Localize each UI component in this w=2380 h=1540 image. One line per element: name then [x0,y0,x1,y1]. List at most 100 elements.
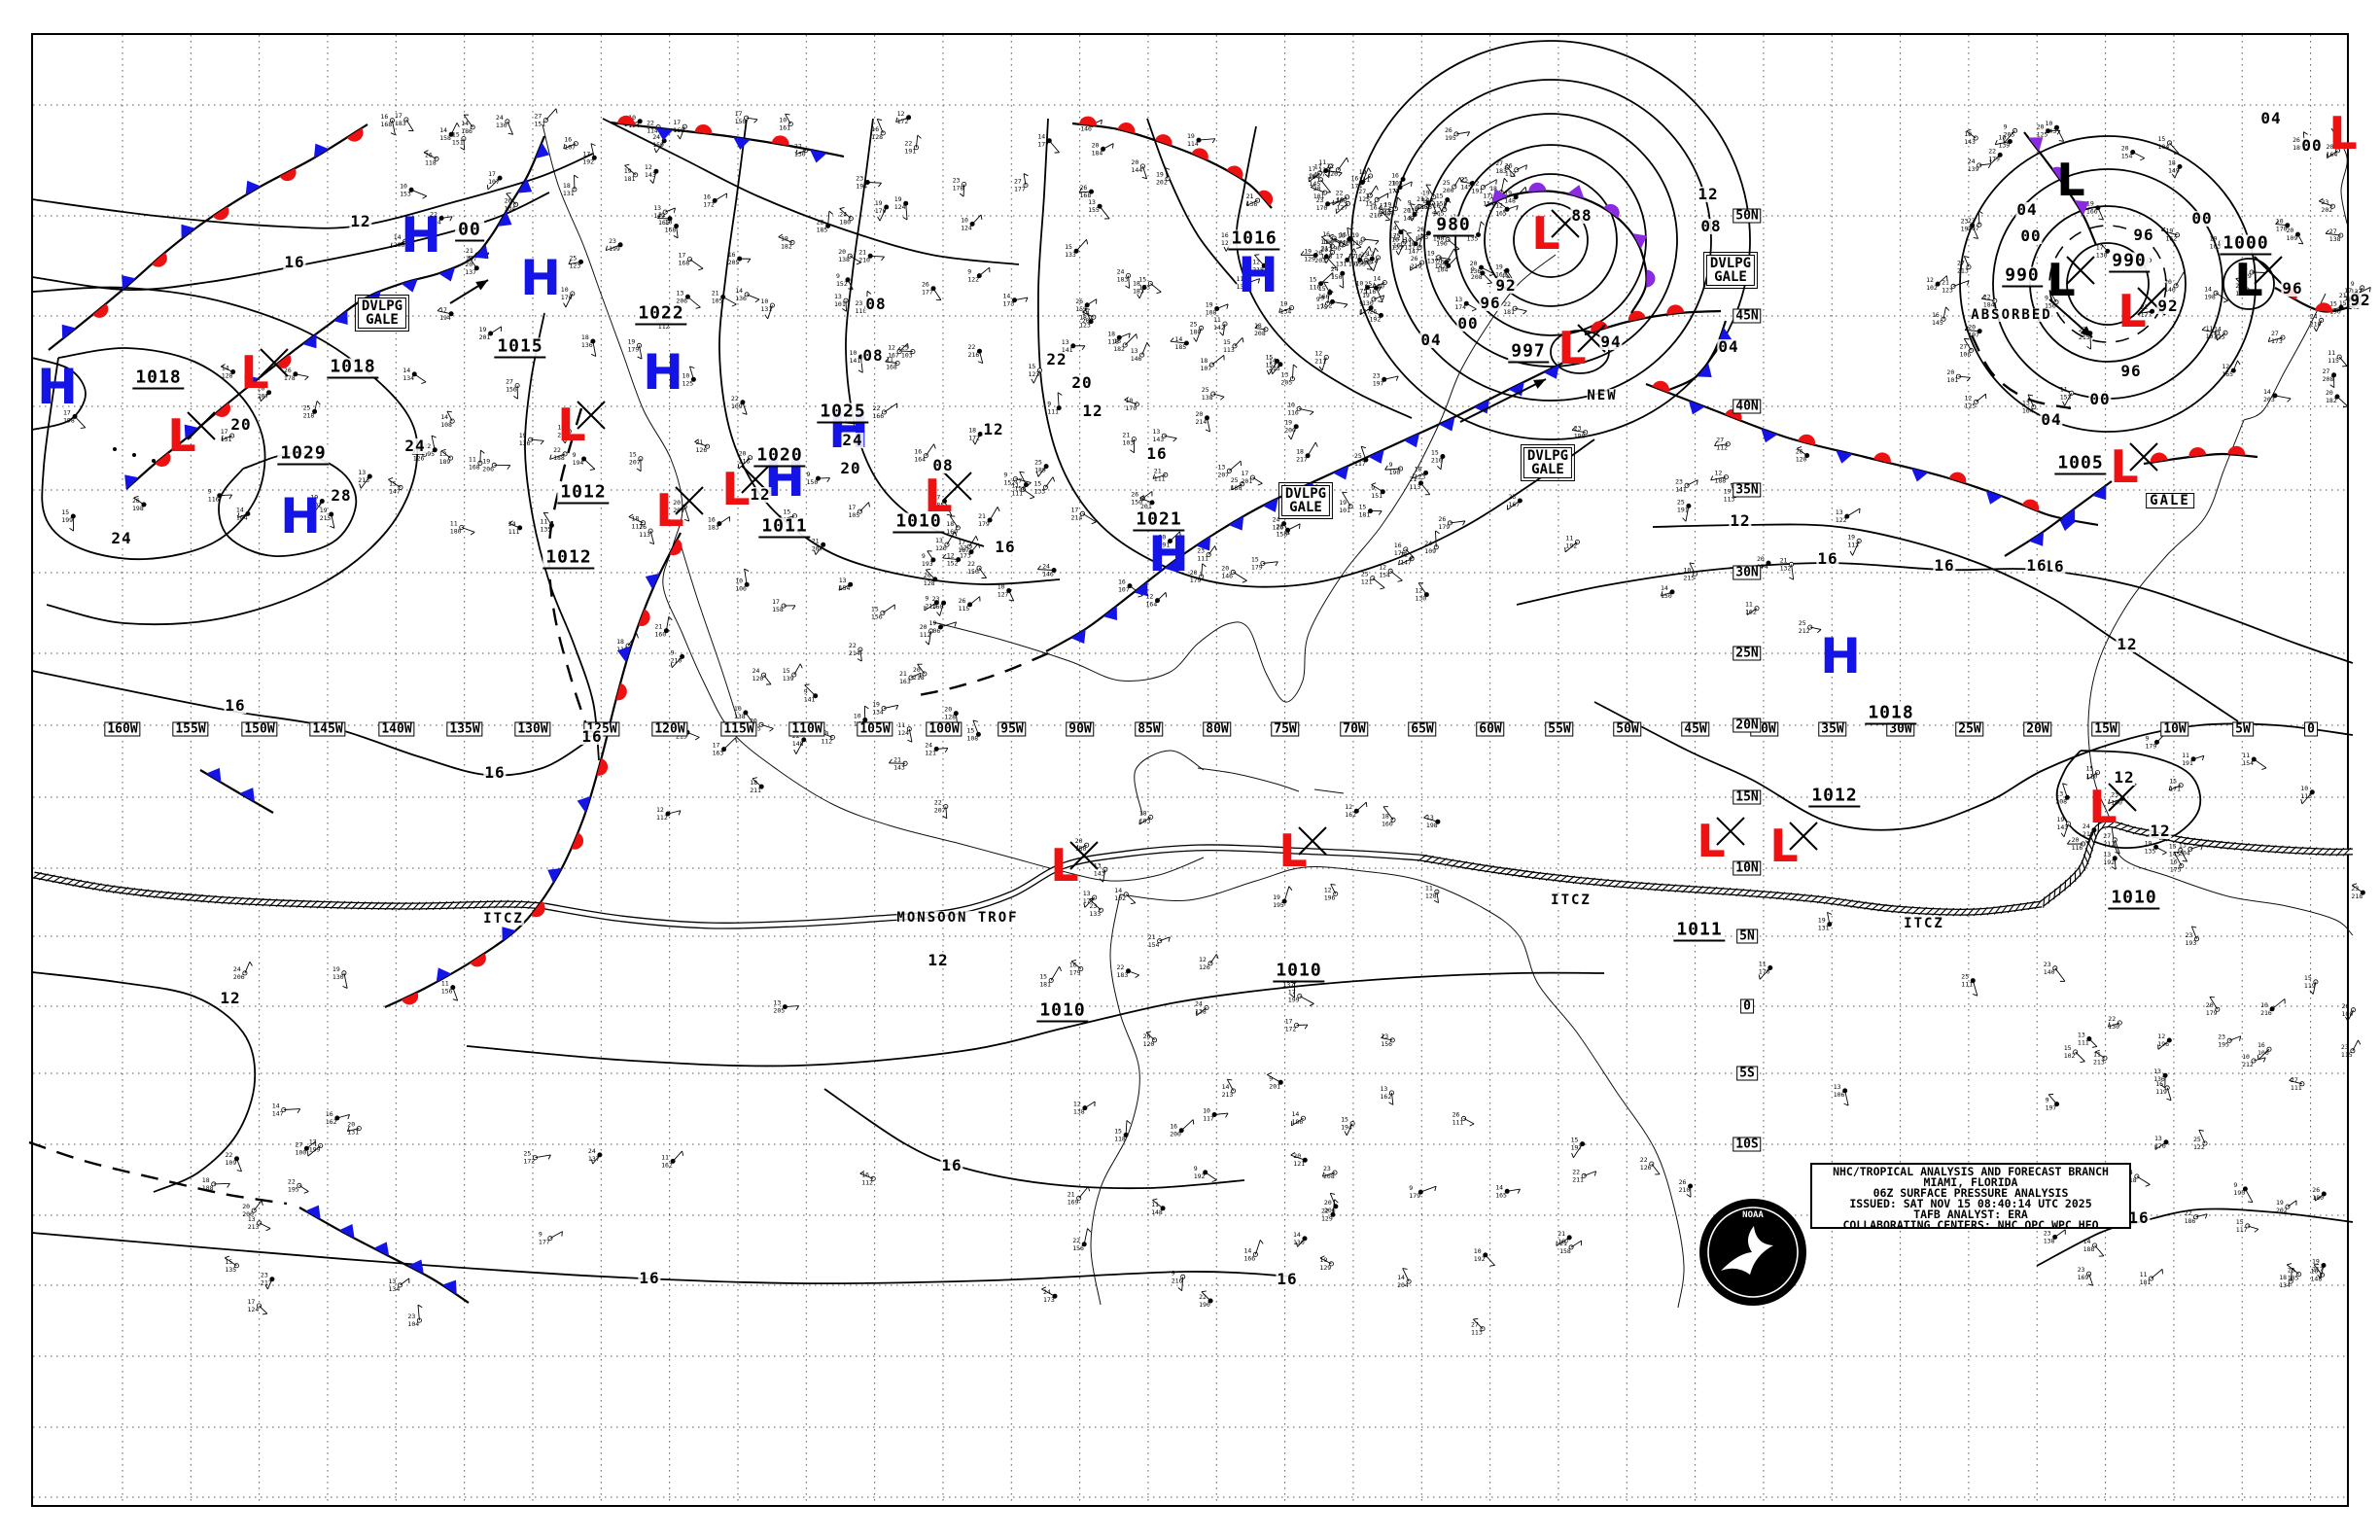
svg-text:14: 14 [222,365,229,372]
svg-text:190: 190 [2233,1189,2245,1197]
svg-text:10: 10 [735,577,743,584]
svg-text:184: 184 [1983,300,1995,308]
svg-text:21: 21 [1417,195,1424,203]
svg-text:186: 186 [783,516,794,524]
svg-text:181: 181 [1503,308,1515,316]
svg-text:18: 18 [946,520,954,528]
svg-text:154: 154 [2242,759,2254,767]
svg-text:20: 20 [1293,1152,1301,1160]
svg-text:19: 19 [1280,300,1288,308]
svg-text:22: 22 [553,446,561,454]
svg-text:193: 193 [922,560,933,568]
svg-text:26: 26 [425,151,433,158]
svg-text:9: 9 [1269,1074,1273,1082]
svg-text:23: 23 [2235,282,2243,290]
svg-text:213: 213 [248,1223,260,1231]
svg-text:20: 20 [924,572,931,579]
svg-text:154: 154 [1365,199,1377,207]
svg-text:27: 27 [534,113,542,121]
svg-text:109: 109 [226,1159,237,1167]
svg-text:12: 12 [1146,593,1154,601]
svg-text:124: 124 [961,224,972,231]
svg-text:9: 9 [2046,1097,2049,1104]
svg-text:101: 101 [1946,376,1958,384]
svg-text:14: 14 [1397,1274,1405,1281]
svg-text:118: 118 [1107,337,1119,345]
svg-text:13: 13 [389,1278,397,1285]
svg-text:14: 14 [1222,1083,1230,1091]
svg-text:182: 182 [1113,345,1125,353]
svg-text:159: 159 [1339,238,1350,246]
svg-text:11: 11 [1151,1201,1159,1208]
svg-text:24: 24 [2240,264,2248,272]
svg-text:14: 14 [1082,309,1090,317]
svg-text:170: 170 [875,207,887,215]
svg-text:11: 11 [540,517,547,525]
svg-text:14: 14 [2083,1238,2091,1245]
svg-text:119: 119 [2155,1088,2167,1096]
svg-text:183: 183 [1117,276,1129,284]
svg-text:217: 217 [261,1279,272,1287]
svg-text:204: 204 [1397,1281,1409,1289]
svg-text:158: 158 [1014,485,1026,493]
svg-text:199: 199 [309,1146,321,1154]
svg-text:194: 194 [856,183,867,191]
svg-text:13: 13 [1131,347,1138,355]
svg-text:179: 179 [1988,155,2000,162]
svg-text:173: 173 [1043,1296,1055,1304]
svg-text:25: 25 [1034,459,1042,467]
svg-text:142: 142 [1435,262,1447,270]
svg-text:14: 14 [1003,293,1011,300]
svg-text:9: 9 [1316,296,1320,303]
svg-text:103: 103 [1122,439,1134,447]
svg-text:12: 12 [1324,886,1332,893]
svg-text:10: 10 [1125,397,1133,404]
svg-text:145: 145 [2169,850,2181,858]
svg-text:145: 145 [1932,319,1943,327]
svg-text:23: 23 [2351,885,2359,892]
svg-text:137: 137 [588,1155,600,1163]
svg-text:128: 128 [871,133,883,141]
svg-text:15: 15 [1039,972,1047,980]
svg-text:27: 27 [1471,1321,1479,1329]
svg-text:19: 19 [929,619,937,627]
svg-text:139: 139 [783,675,794,682]
svg-text:10: 10 [850,349,858,357]
svg-text:171: 171 [2169,786,2181,793]
svg-text:19: 19 [872,701,880,709]
svg-text:15: 15 [1065,243,1072,251]
svg-text:10: 10 [413,446,421,454]
svg-text:12: 12 [2222,363,2229,370]
svg-text:117: 117 [631,523,643,531]
svg-text:108: 108 [966,734,978,742]
svg-text:180: 180 [839,219,851,227]
svg-text:20: 20 [1757,555,1765,563]
svg-text:123: 123 [1415,472,1426,480]
svg-text:10: 10 [1683,566,1691,574]
svg-text:18: 18 [616,638,624,646]
svg-text:22: 22 [430,210,438,218]
svg-text:136: 136 [1417,203,1428,211]
svg-text:26: 26 [505,196,512,204]
svg-text:158: 158 [439,134,451,142]
svg-text:167: 167 [1508,501,1520,508]
svg-text:23: 23 [1968,217,1976,225]
svg-text:17: 17 [1071,506,1079,513]
svg-text:104: 104 [1437,265,1449,273]
svg-text:209: 209 [1082,317,1094,325]
svg-text:22: 22 [904,140,912,148]
svg-text:21: 21 [1148,933,1156,941]
svg-text:26: 26 [1438,515,1446,523]
svg-text:115: 115 [959,605,970,612]
svg-text:16: 16 [708,516,716,524]
svg-text:14: 14 [2263,388,2271,396]
svg-text:110: 110 [1351,239,1363,247]
svg-text:103: 103 [2210,242,2222,250]
svg-text:203: 203 [2263,396,2275,403]
svg-text:120: 120 [1143,1040,1155,1048]
svg-text:9: 9 [573,451,577,459]
motion-arrows [449,279,2093,423]
svg-text:115: 115 [2328,357,2339,365]
svg-text:24: 24 [925,741,932,749]
